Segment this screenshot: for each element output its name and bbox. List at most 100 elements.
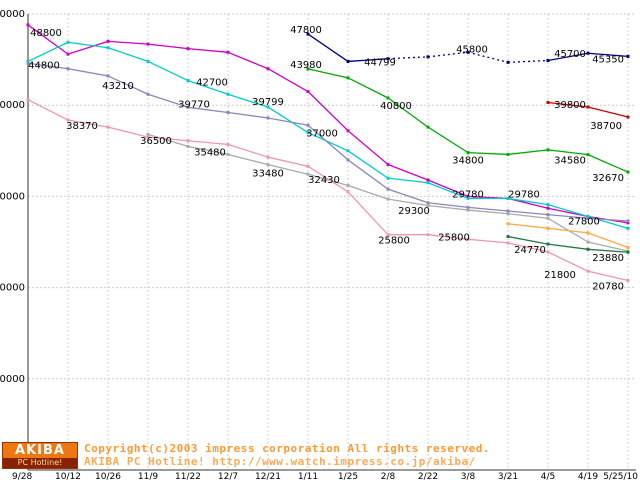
series-green-marker [386, 96, 390, 100]
x-axis-tick-label: 10/26 [95, 472, 121, 480]
series-cyan-marker [626, 226, 630, 230]
series-darkblue-marker [346, 59, 350, 63]
series-cyan-segment [307, 131, 349, 152]
series-pink-marker [66, 118, 70, 122]
series-gray-marker [466, 208, 470, 212]
series-magenta-marker [546, 206, 550, 210]
series-magenta-segment [187, 48, 229, 53]
series-cyan-segment [67, 41, 109, 49]
y-axis-tick-label: 30000 [0, 191, 25, 202]
series-gray-segment [267, 164, 309, 175]
series-slate-marker [26, 61, 30, 65]
price-data-label: 45700 [554, 49, 586, 60]
series-slate-segment [67, 68, 109, 77]
series-orange-marker [626, 245, 630, 249]
price-data-label: 33480 [252, 169, 284, 180]
series-pink-segment [307, 165, 349, 193]
series-teal-segment [587, 248, 629, 253]
series-magenta-marker [66, 52, 70, 56]
footer-bar: AKIBA PC Hotline! Copyright(c)2003 impre… [2, 440, 638, 470]
x-axis-tick-label: 3/21 [498, 472, 518, 480]
series-teal-marker [586, 247, 590, 251]
price-data-label: 44800 [28, 60, 60, 71]
series-cyan-marker [546, 203, 550, 207]
series-green-segment [547, 149, 589, 156]
price-data-label: 47800 [290, 25, 322, 36]
series-gray-marker [266, 163, 270, 167]
series-magenta-marker [386, 162, 390, 166]
price-data-label: 29780 [452, 189, 484, 200]
series-slate-marker [106, 74, 110, 78]
series-cyan-segment [27, 41, 69, 63]
series-pink-marker [106, 125, 110, 129]
series-gray-segment [307, 173, 349, 187]
series-slate-marker [66, 67, 70, 71]
series-darkblue-segment [427, 51, 469, 58]
series-darkblue-segment [547, 52, 589, 62]
y-axis-tick-label: 40000 [0, 100, 25, 111]
price-data-label: 32430 [308, 175, 340, 186]
series-gray-segment [147, 133, 189, 148]
series-magenta-segment [147, 43, 189, 50]
series-magenta-marker [346, 129, 350, 133]
site-url-text[interactable]: AKIBA PC Hotline! http://www.watch.impre… [84, 455, 476, 468]
series-pink-segment [467, 238, 509, 244]
logo-pc-hotline-text: PC Hotline! [3, 457, 77, 468]
series-teal-marker [626, 250, 630, 254]
series-pink-segment [147, 136, 189, 142]
series-magenta-segment [227, 51, 269, 70]
series-magenta-marker [226, 50, 230, 54]
series-cyan-segment [267, 106, 309, 134]
series-cyan-marker [106, 46, 110, 50]
series-magenta-segment [267, 68, 309, 93]
price-data-label: 35480 [194, 147, 226, 158]
price-data-label: 32670 [592, 173, 624, 184]
series-magenta-segment [107, 40, 149, 45]
series-gray-segment [467, 209, 509, 215]
price-data-label: 38370 [66, 121, 98, 132]
series-slate-segment [547, 213, 589, 219]
series-green-marker [306, 67, 310, 71]
series-gray-segment [427, 204, 469, 211]
price-data-label: 34580 [554, 156, 586, 167]
series-pink-marker [26, 98, 30, 102]
series-magenta-marker [426, 178, 430, 182]
series-orange-segment [547, 227, 589, 234]
series-slate-marker [546, 213, 550, 217]
x-axis-tick-label: 2/8 [381, 472, 396, 480]
series-slate-marker [586, 216, 590, 220]
series-magenta-marker [626, 221, 630, 225]
x-axis-tick-label: 4/19 [578, 472, 598, 480]
series-slate-segment [587, 217, 629, 222]
series-pink-segment [267, 156, 309, 167]
series-pink-segment [427, 234, 469, 240]
series-gray-segment [507, 213, 549, 219]
series-slate-marker [506, 209, 510, 213]
copyright-text: Copyright(c)2003 impress corporation All… [84, 442, 490, 455]
series-magenta-marker [186, 47, 190, 51]
series-teal-marker [506, 235, 510, 239]
price-data-label: 43210 [102, 81, 134, 92]
price-data-label: 24770 [514, 245, 546, 256]
series-red-marker [626, 115, 630, 119]
series-cyan-marker [146, 59, 150, 63]
series-magenta-marker [266, 67, 270, 71]
series-pink-marker [546, 250, 550, 254]
series-cyan-marker [386, 176, 390, 180]
series-darkblue-marker [426, 55, 430, 59]
series-gray-segment [187, 145, 229, 156]
series-magenta-segment [67, 40, 109, 55]
series-teal-segment [547, 243, 589, 250]
series-darkblue-marker [306, 32, 310, 36]
price-data-label: 25800 [438, 233, 470, 244]
y-axis-tick-label: 10000 [0, 374, 25, 385]
price-data-label: 39770 [178, 99, 210, 110]
series-slate-segment [27, 62, 69, 70]
series-slate-segment [267, 117, 309, 126]
price-data-label: 39799 [252, 97, 284, 108]
series-slate-marker [386, 187, 390, 191]
series-magenta-marker [306, 90, 310, 94]
series-darkblue-segment [347, 58, 389, 63]
series-cyan-marker [306, 131, 310, 135]
